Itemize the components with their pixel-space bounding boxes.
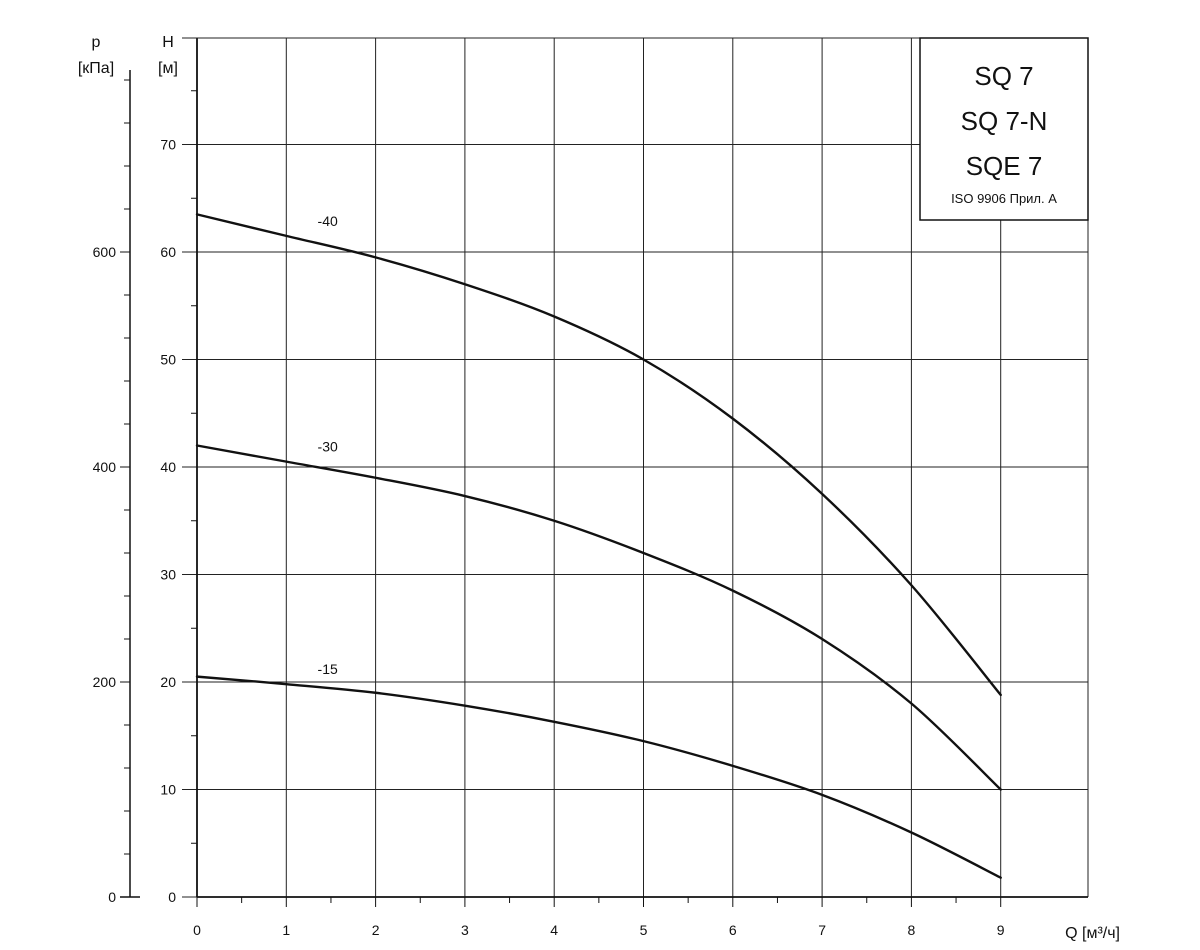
pressure-axis-unit: [кПа] xyxy=(78,60,114,77)
head-tick-label-30: 30 xyxy=(160,567,176,583)
x-tick-label-9: 9 xyxy=(997,922,1005,938)
model-title-1: SQ 7 xyxy=(974,61,1033,91)
curve--30 xyxy=(195,444,1002,791)
head-tick-label-50: 50 xyxy=(160,352,176,368)
head-axis-unit: [м] xyxy=(158,60,178,77)
performance-curves: -40 -30 -15 xyxy=(195,213,1002,879)
curve-label--15: -15 xyxy=(318,661,338,677)
x-tick-label-3: 3 xyxy=(461,922,469,938)
x-tick-label-0: 0 xyxy=(193,922,201,938)
x-tick-label-7: 7 xyxy=(818,922,826,938)
head-tick-label-0: 0 xyxy=(168,889,176,905)
head-tick-label-60: 60 xyxy=(160,244,176,260)
head-tick-labels: 0 10 20 30 40 50 60 70 xyxy=(160,137,176,906)
x-tick-labels: 0 1 2 3 4 5 6 7 8 9 xyxy=(193,922,1005,938)
curve--15 xyxy=(195,675,1002,879)
minor-ticks xyxy=(191,90,1002,907)
head-tick-label-70: 70 xyxy=(160,137,176,153)
x-tick-label-5: 5 xyxy=(640,922,648,938)
pressure-tick-label-400: 400 xyxy=(93,459,117,475)
head-axis-symbol: H xyxy=(162,34,174,51)
pressure-tick-label-0: 0 xyxy=(108,889,116,905)
x-tick-label-4: 4 xyxy=(550,922,558,938)
standard-subtitle: ISO 9906 Прил. A xyxy=(951,191,1057,206)
title-box xyxy=(919,37,1089,221)
head-tick-label-10: 10 xyxy=(160,782,176,798)
pressure-tick-label-200: 200 xyxy=(93,674,117,690)
x-tick-label-2: 2 xyxy=(372,922,380,938)
x-axis-title: Q [м³/ч] xyxy=(1065,925,1120,942)
x-tick-label-1: 1 xyxy=(282,922,290,938)
curve-label--40: -40 xyxy=(318,213,338,229)
x-tick-label-8: 8 xyxy=(908,922,916,938)
pressure-axis xyxy=(120,70,140,898)
model-title-3: SQE 7 xyxy=(966,151,1043,181)
model-title-2: SQ 7-N xyxy=(961,106,1048,136)
horizontal-grid-lines xyxy=(182,144,1088,898)
head-tick-label-40: 40 xyxy=(160,459,176,475)
pressure-tick-label-600: 600 xyxy=(93,244,117,260)
pressure-tick-labels: 0 200 400 600 xyxy=(93,244,117,905)
curve--40 xyxy=(195,213,1002,697)
pressure-axis-symbol: p xyxy=(92,34,101,51)
head-tick-label-20: 20 xyxy=(160,674,176,690)
x-tick-label-6: 6 xyxy=(729,922,737,938)
curve-label--30: -30 xyxy=(318,439,338,455)
